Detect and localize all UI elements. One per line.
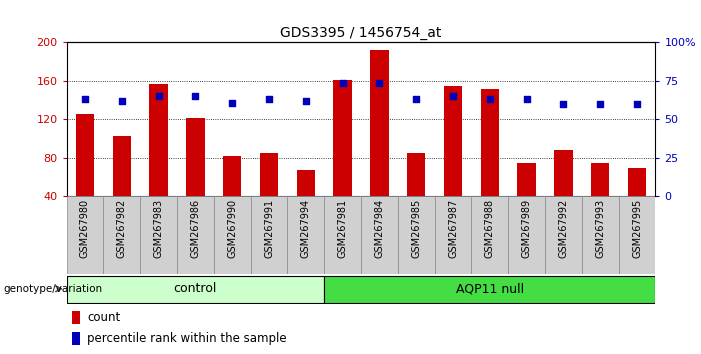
Text: control: control (174, 282, 217, 295)
Point (264, 97, 275, 102)
Bar (214, 196, 251, 274)
Text: GSM267988: GSM267988 (485, 199, 495, 258)
Point (521, 97, 532, 102)
Bar (481, 89, 499, 196)
Point (484, 97, 496, 102)
Text: GSM267989: GSM267989 (522, 199, 531, 258)
Bar (140, 196, 177, 274)
Point (153, 93, 164, 99)
Bar (545, 196, 582, 274)
Text: GSM267990: GSM267990 (227, 199, 237, 258)
Text: GSM267992: GSM267992 (559, 199, 569, 258)
Bar (113, 136, 131, 196)
Bar (251, 196, 287, 274)
Bar (370, 50, 388, 196)
Text: GSM267987: GSM267987 (448, 199, 458, 258)
Bar (334, 80, 352, 196)
Bar (628, 167, 646, 196)
Text: AQP11 null: AQP11 null (456, 282, 524, 295)
Bar (297, 170, 315, 196)
Point (300, 98, 311, 104)
Bar (444, 86, 462, 196)
Text: GSM267983: GSM267983 (154, 199, 163, 258)
Bar (407, 153, 426, 196)
Point (594, 101, 606, 107)
Bar (149, 84, 168, 196)
Point (337, 80, 348, 85)
Bar (582, 196, 619, 274)
Bar (619, 196, 655, 274)
Point (190, 93, 201, 99)
Text: GSM267995: GSM267995 (632, 199, 642, 258)
Point (558, 101, 569, 107)
Title: GDS3395 / 1456754_at: GDS3395 / 1456754_at (280, 26, 442, 40)
Bar (435, 196, 471, 274)
Text: GSM267980: GSM267980 (80, 199, 90, 258)
Bar (324, 196, 361, 274)
Bar (554, 150, 573, 196)
Bar (260, 153, 278, 196)
Bar (67, 196, 104, 274)
Bar (517, 163, 536, 196)
Bar (186, 118, 205, 196)
Point (374, 80, 385, 85)
Bar (72, 332, 80, 345)
Bar (177, 196, 214, 274)
Text: GSM267981: GSM267981 (338, 199, 348, 258)
Bar (324, 276, 655, 303)
Bar (287, 196, 325, 274)
Bar (508, 196, 545, 274)
Text: GSM267994: GSM267994 (301, 199, 311, 258)
Bar (76, 114, 94, 196)
Bar (223, 156, 241, 196)
Text: percentile rank within the sample: percentile rank within the sample (88, 332, 287, 345)
Text: GSM267984: GSM267984 (374, 199, 384, 258)
Text: GSM267986: GSM267986 (191, 199, 200, 258)
Bar (361, 196, 398, 274)
Text: GSM267991: GSM267991 (264, 199, 274, 258)
Bar (104, 196, 140, 274)
Bar (72, 311, 80, 324)
Text: genotype/variation: genotype/variation (4, 284, 102, 294)
Text: GSM267993: GSM267993 (595, 199, 605, 258)
Bar (471, 196, 508, 274)
Point (632, 101, 643, 107)
Bar (67, 276, 324, 303)
Point (447, 93, 458, 99)
Point (411, 97, 422, 102)
Point (226, 100, 238, 105)
Bar (591, 163, 609, 196)
Bar (398, 196, 435, 274)
Text: count: count (88, 311, 121, 324)
Text: GSM267985: GSM267985 (411, 199, 421, 258)
Text: GSM267982: GSM267982 (117, 199, 127, 258)
Point (79, 97, 90, 102)
Point (116, 98, 128, 104)
